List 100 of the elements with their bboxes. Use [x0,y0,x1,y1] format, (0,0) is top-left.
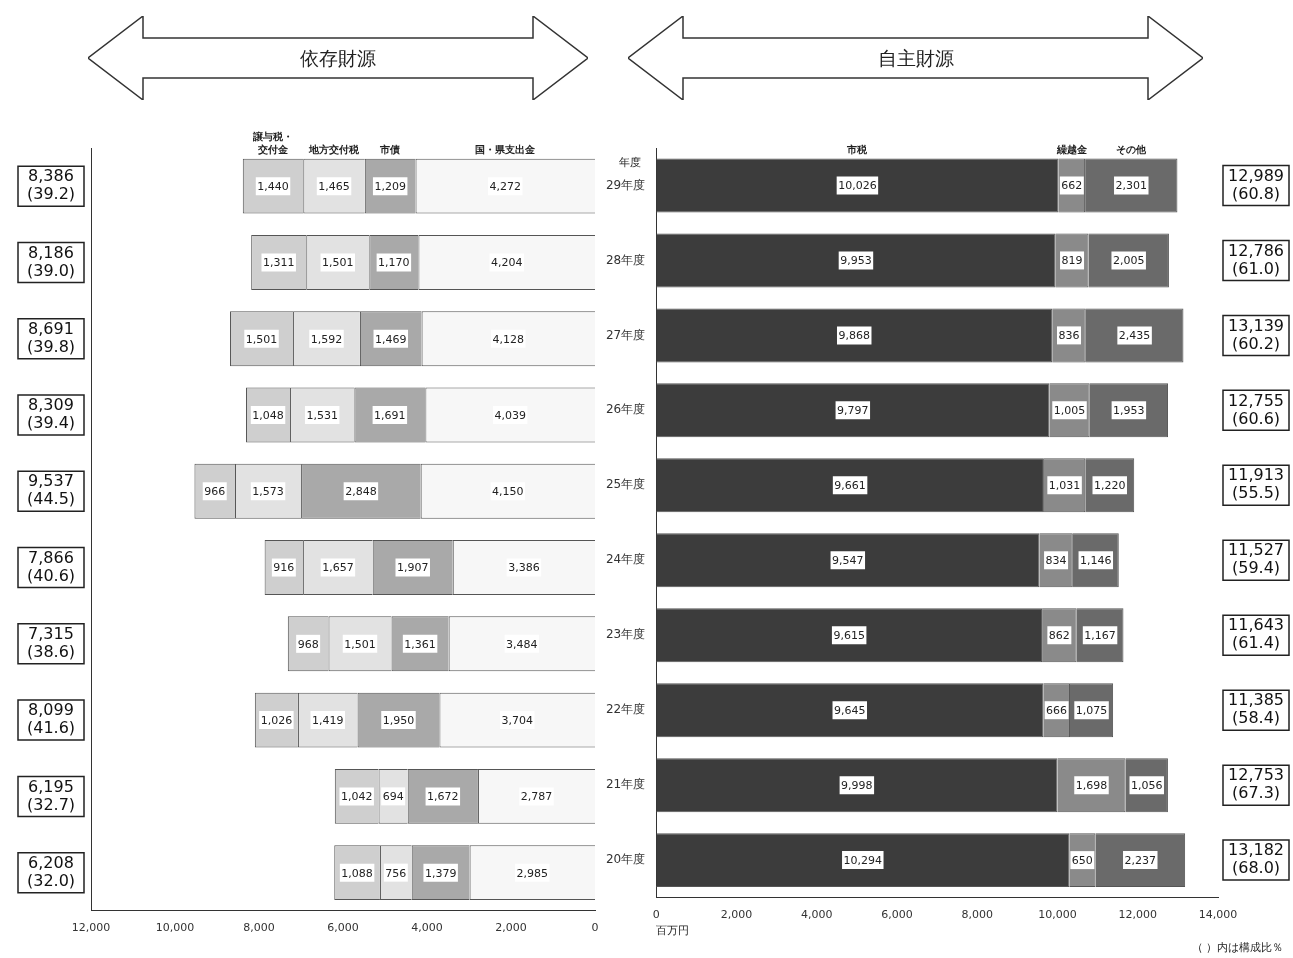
series-label: 繰越金 [1055,144,1088,156]
data-label: 1,042 [340,790,373,804]
data-label: 1,592 [310,332,343,346]
y-tick-label: 26年度 [605,402,646,417]
data-label: 1,691 [374,408,406,422]
data-label: 1,361 [404,637,436,651]
data-label: 836 [1058,329,1080,343]
x-tick-label: 2,000 [495,921,527,935]
series-label: 市税 [846,144,869,156]
x-tick-label: 8,000 [961,908,994,922]
data-label: 1,672 [427,790,459,804]
text: 8,691 (39.8) [26,318,76,356]
data-label: 1,573 [252,485,284,499]
data-label: 1,311 [262,256,295,270]
data-label: 9,953 [840,254,872,268]
x-axis-title: 百万円 [656,924,690,938]
x-tick-label: 0 [591,921,599,935]
y-tick-label: 24年度 [605,552,646,567]
data-label: 9,661 [834,479,866,493]
x-tick-label: 12,000 [71,921,111,935]
data-label: 1,950 [382,713,415,727]
y-tick-label: 22年度 [605,702,646,717]
text: 7,866 (40.6) [26,547,76,585]
text: 12,989 (60.8) [1228,165,1284,203]
y-tick-label: 21年度 [605,777,646,792]
data-label: 2,301 [1115,179,1148,193]
data-label: 862 [1048,629,1070,643]
data-label: 916 [273,561,295,575]
text: 13,139 (60.2) [1228,315,1284,353]
data-label: 10,026 [838,179,877,193]
data-label: 1,419 [311,713,344,727]
data-label: 1,026 [260,713,293,727]
text: 6,208 (32.0) [26,852,76,890]
data-label: 1,440 [257,180,289,193]
text: 8,186 (39.0) [26,242,76,280]
x-tick-label: 10,000 [1038,908,1077,922]
data-label: 2,848 [345,485,377,499]
data-label: 1,531 [306,408,338,422]
data-label: 9,868 [838,329,870,343]
series-label: 地方交付税 [308,144,361,156]
y-tick-label: 29年度 [605,177,646,192]
data-label: 1,088 [341,866,373,880]
data-label: 3,704 [501,713,533,727]
series-label: 譲与税・交付金 [252,131,294,156]
data-label: 4,272 [489,180,522,193]
text: 13,182 (68.0) [1228,840,1284,878]
text: 12,755 (60.6) [1228,390,1284,428]
text: 11,643 (61.4) [1228,615,1284,653]
data-label: 1,907 [396,561,429,575]
series-label: 国・県支出金 [475,144,537,156]
x-tick-label: 2,000 [720,908,753,922]
data-label: 819 [1061,254,1083,268]
series-label: その他 [1116,144,1148,156]
data-label: 650 [1071,853,1093,867]
data-label: 1,005 [1053,404,1086,418]
data-label: 9,998 [841,779,873,793]
data-label: 4,039 [494,408,526,422]
text: 12,786 (61.0) [1228,240,1284,278]
y-tick-label: 27年度 [605,327,646,342]
data-label: 1,209 [374,180,406,193]
data-label: 1,501 [245,332,278,346]
data-label: 1,501 [344,637,376,651]
data-label: 1,698 [1075,779,1108,793]
text: 8,099 (41.6) [26,700,76,738]
data-label: 694 [382,790,404,804]
x-tick-label: 10,000 [155,921,195,935]
x-tick-label: 0 [652,908,660,922]
data-label: 662 [1061,179,1083,193]
data-label: 4,204 [490,256,523,270]
text: 11,385 (58.4) [1228,690,1284,728]
data-label: 966 [204,485,226,499]
data-label: 1,167 [1084,629,1116,643]
data-label: 1,465 [318,180,350,193]
data-label: 1,075 [1075,704,1108,718]
text: 11,913 (55.5) [1228,465,1284,503]
y-tick-label: 20年度 [605,852,646,867]
x-tick-label: 12,000 [1118,908,1157,922]
data-label: 1,220 [1094,479,1126,493]
data-label: 1,056 [1130,779,1163,793]
x-tick-label: 6,000 [327,921,359,935]
data-label: 9,645 [834,704,866,718]
x-tick-label: 8,000 [243,921,275,935]
data-label: 3,386 [508,561,540,575]
data-label: 4,128 [492,332,525,346]
y-tick-label: 28年度 [605,252,646,267]
chart-title: 自主財源 [876,46,955,71]
data-label: 1,031 [1048,479,1081,493]
text: 9,537 (44.5) [26,471,76,509]
y-tick-label: 23年度 [605,627,646,642]
text: 6,195 (32.7) [26,776,76,814]
data-label: 1,501 [322,256,354,270]
text: 12,753 (67.3) [1228,765,1284,803]
data-label: 2,985 [516,866,549,880]
data-label: 666 [1046,704,1068,718]
text: 8,309 (39.4) [26,395,76,433]
y-axis-title: 年度 [618,156,641,170]
data-label: 9,547 [832,554,864,568]
data-label: 756 [385,866,407,880]
text: 8,386 (39.2) [26,166,76,204]
data-label: 2,005 [1112,254,1145,268]
